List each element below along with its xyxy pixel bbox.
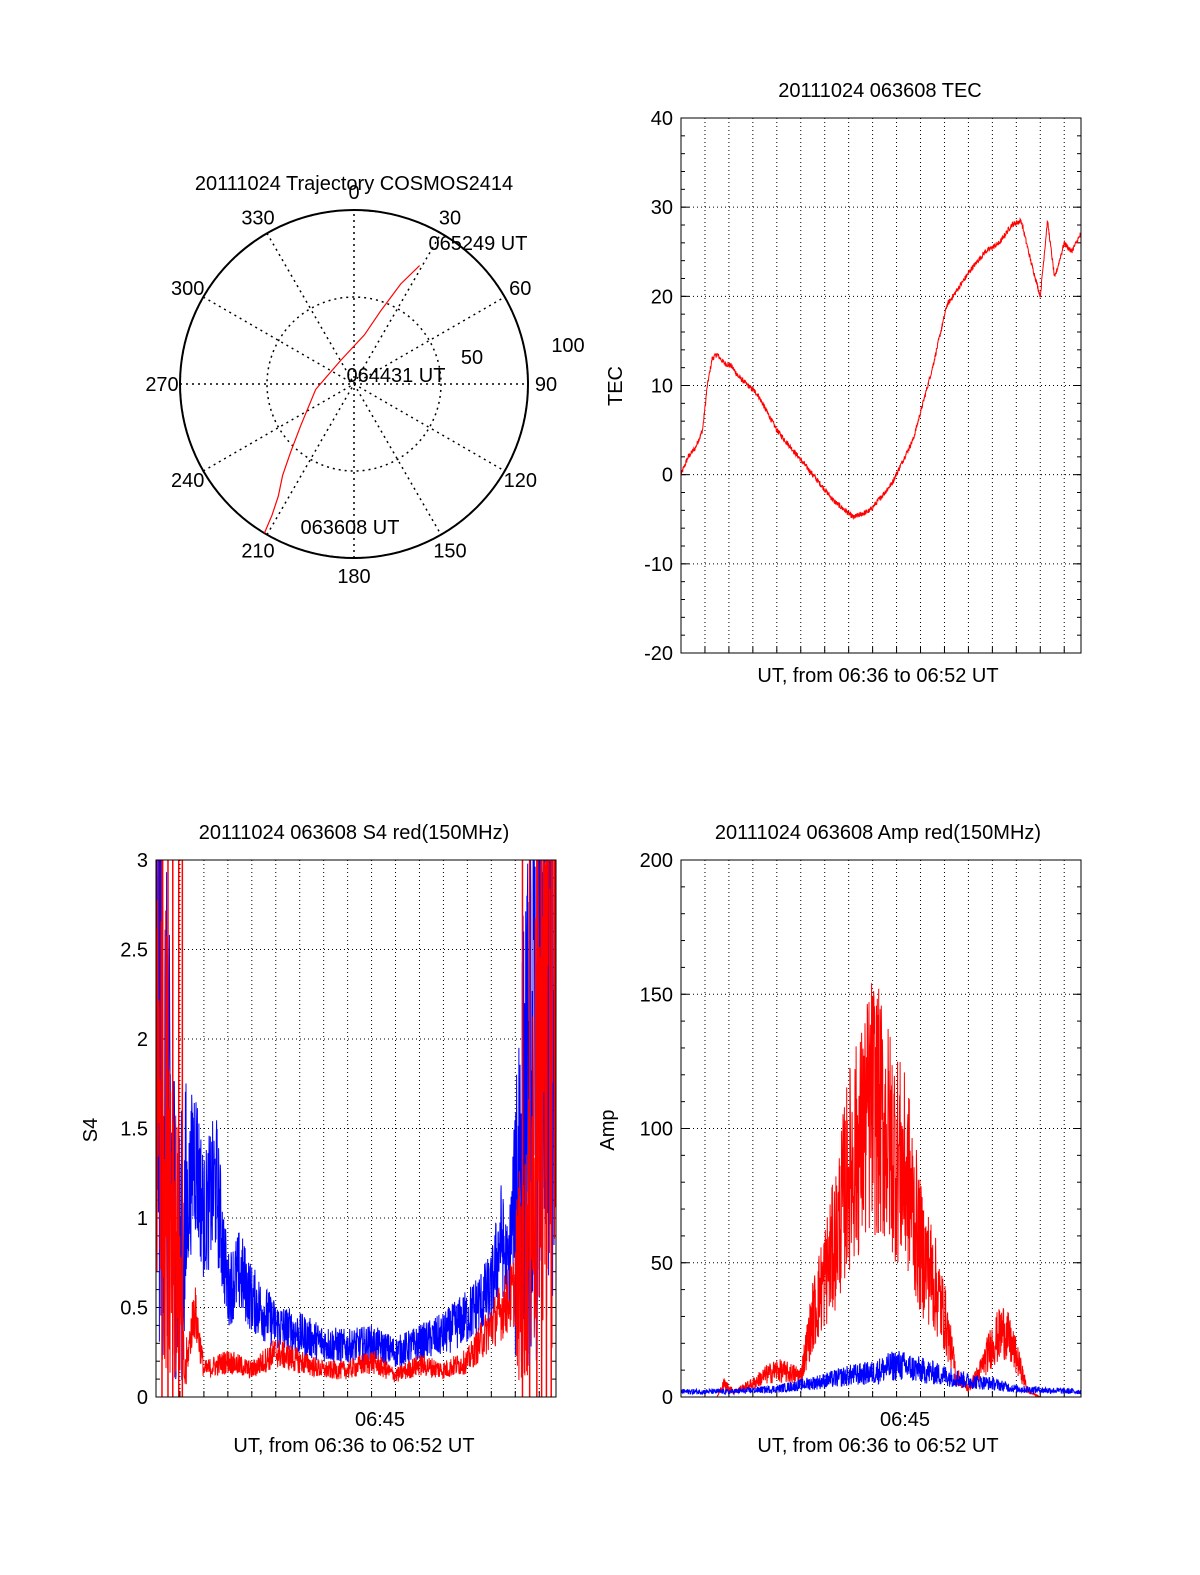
s4-y-axis-label: S4 <box>80 1118 102 1142</box>
s4-x-axis-label: UT, from 06:36 to 06:52 UT <box>233 1435 474 1457</box>
y-tick-label: 1 <box>137 1208 148 1230</box>
angle-tick-210: 210 <box>241 540 274 562</box>
amp-y-tick-labels: 0 50 100 150 200 <box>640 850 673 1409</box>
amp-x-tick-label: 06:45 <box>880 1409 930 1431</box>
polar-spoke-150 <box>266 232 442 536</box>
trajectory-series-red <box>263 265 421 534</box>
y-tick-label: 0 <box>662 465 673 487</box>
tec-series <box>680 217 1082 520</box>
polar-ring-1 <box>266 296 442 472</box>
y-tick-label: 100 <box>640 1119 673 1141</box>
tec-plot-frame <box>680 117 1082 654</box>
y-tick-label: 0 <box>137 1387 148 1409</box>
amp-y-axis-label: Amp <box>597 1109 619 1150</box>
s4-series <box>155 859 557 1397</box>
annotation-end-time: 065249 UT <box>429 233 528 255</box>
trajectory-polar-panel: 20111024 Trajectory COSMOS2414 0 30 60 90 12… <box>145 173 584 588</box>
angle-tick-labels: 0 30 60 90 120 150 180 210 240 270 300 330 <box>145 182 557 588</box>
amp-series <box>680 983 1082 1398</box>
y-tick-label: 2 <box>137 1029 148 1051</box>
annotation-start-time: 063608 UT <box>301 517 400 539</box>
s4-plot-frame <box>155 859 557 1398</box>
amp-panel: 20111024 063608 Amp red(150MHz) 0 50 100 15… <box>597 822 1082 1457</box>
y-tick-label: 50 <box>651 1253 673 1275</box>
angle-tick-240: 240 <box>171 470 204 492</box>
y-tick-label: 1.5 <box>120 1119 148 1141</box>
angle-tick-330: 330 <box>241 208 274 230</box>
series-red-line <box>155 859 557 1385</box>
y-tick-label: 20 <box>651 286 673 308</box>
series-blue-line <box>680 1350 1082 1396</box>
y-tick-label: 3 <box>137 850 148 872</box>
angle-tick-180: 180 <box>337 566 370 588</box>
radial-tick-50: 50 <box>461 347 483 369</box>
y-tick-label: -20 <box>644 643 673 665</box>
y-tick-label: 0 <box>662 1387 673 1409</box>
angle-tick-120: 120 <box>504 470 537 492</box>
angle-tick-90: 90 <box>535 374 557 396</box>
angle-tick-30: 30 <box>439 208 461 230</box>
amp-plot-frame <box>680 859 1082 1398</box>
tec-y-axis-label: TEC <box>605 366 627 406</box>
tec-title: 20111024 063608 TEC <box>778 80 982 102</box>
series-red-line <box>680 217 1082 520</box>
y-tick-label: 200 <box>640 850 673 872</box>
y-tick-label: -10 <box>644 554 673 576</box>
s4-title: 20111024 063608 S4 red(150MHz) <box>199 822 510 844</box>
annotation-mid-time: 064431 UT <box>347 365 446 387</box>
s4-x-tick-label: 06:45 <box>355 1409 405 1431</box>
series-red-line <box>681 983 1081 1398</box>
amp-grid <box>681 859 1081 1398</box>
amp-title: 20111024 063608 Amp red(150MHz) <box>715 822 1041 844</box>
tec-grid <box>681 117 1081 654</box>
angle-tick-300: 300 <box>171 278 204 300</box>
angle-tick-270: 270 <box>145 374 178 396</box>
tec-x-axis-label: UT, from 06:36 to 06:52 UT <box>757 665 998 687</box>
radial-tick-100: 100 <box>551 335 584 357</box>
s4-panel: 20111024 063608 S4 red(150MHz) 0 0.5 1 1.5 2… <box>80 822 557 1457</box>
trajectory-title: 20111024 Trajectory COSMOS2414 <box>195 173 513 195</box>
polar-outer-circle <box>179 209 529 559</box>
y-tick-label: 2.5 <box>120 940 148 962</box>
series-blue-line <box>155 859 557 1380</box>
s4-y-tick-labels: 0 0.5 1 1.5 2 2.5 3 <box>120 850 148 1409</box>
amp-x-axis-label: UT, from 06:36 to 06:52 UT <box>757 1435 998 1457</box>
y-tick-label: 10 <box>651 376 673 398</box>
angle-tick-150: 150 <box>433 540 466 562</box>
tec-y-tick-labels: -20 -10 0 10 20 30 40 <box>644 108 673 665</box>
angle-tick-0: 0 <box>348 182 359 204</box>
y-tick-label: 0.5 <box>120 1298 148 1320</box>
y-tick-label: 150 <box>640 984 673 1006</box>
angle-tick-60: 60 <box>509 278 531 300</box>
y-tick-label: 40 <box>651 108 673 130</box>
y-tick-label: 30 <box>651 197 673 219</box>
